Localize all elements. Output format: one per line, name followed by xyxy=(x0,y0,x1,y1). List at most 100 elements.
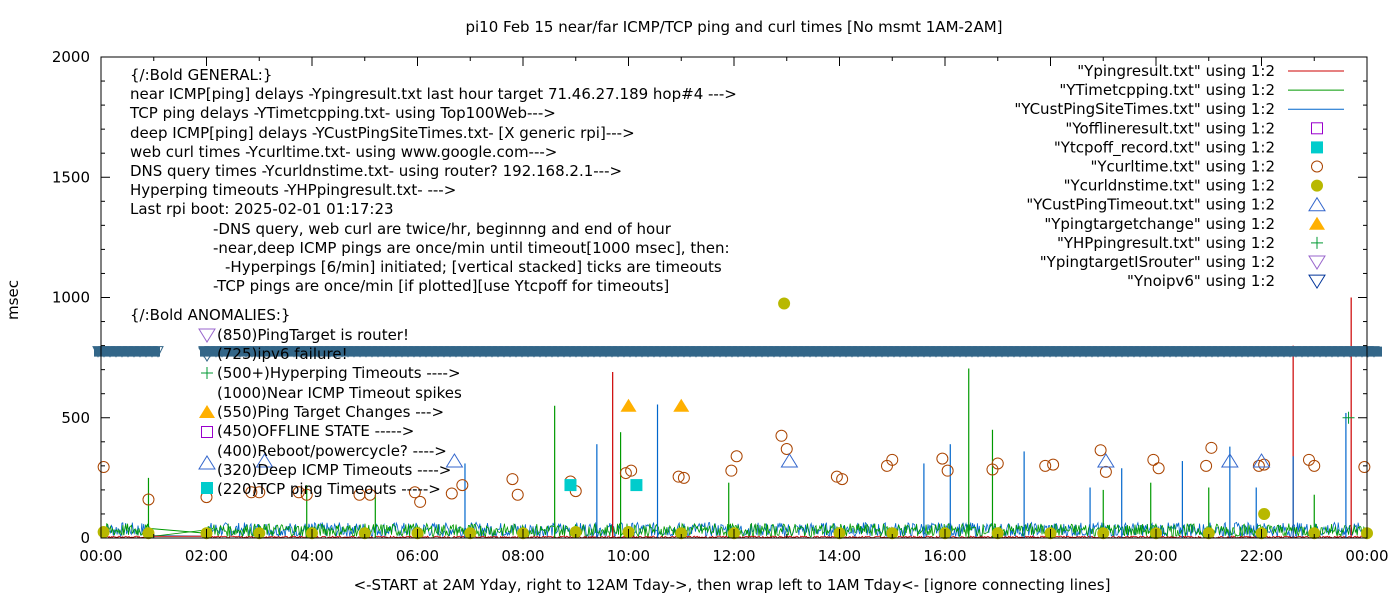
note-marker xyxy=(201,482,213,494)
note-line: -near,deep ICMP pings are once/min until… xyxy=(213,239,730,257)
x-tick-label: 08:00 xyxy=(501,547,544,565)
noipv6-marker xyxy=(306,346,318,358)
note-line: Last rpi boot: 2025-02-01 01:17:23 xyxy=(130,200,394,218)
note-marker xyxy=(198,328,216,343)
noipv6-marker xyxy=(110,346,122,358)
x-tick-label: 22:00 xyxy=(1240,547,1283,565)
note-marker xyxy=(201,426,213,438)
noipv6-marker xyxy=(828,346,840,358)
x-tick-label: 00:00 xyxy=(79,547,122,565)
legend-label: "YHPpingresult.txt" using 1:2 xyxy=(1057,234,1275,252)
data-point xyxy=(1252,459,1265,472)
noipv6-marker xyxy=(1308,346,1320,358)
noipv6-marker xyxy=(492,346,504,358)
noipv6-marker xyxy=(116,346,128,358)
noipv6-marker xyxy=(240,346,252,358)
legend-label: "Yofflineresult.txt" using 1:2 xyxy=(1065,119,1275,137)
noipv6-marker xyxy=(1086,346,1098,358)
noipv6-marker xyxy=(606,346,618,358)
noipv6-marker xyxy=(1080,346,1092,358)
noipv6-marker xyxy=(612,346,624,358)
noipv6-marker xyxy=(624,346,636,358)
y-tick-label: 1000 xyxy=(52,289,90,307)
data-point xyxy=(780,443,793,456)
data-point xyxy=(1152,462,1165,475)
noipv6-marker xyxy=(450,346,462,358)
noipv6-marker xyxy=(246,346,258,358)
data-point xyxy=(1220,453,1239,468)
noipv6-marker xyxy=(834,346,846,358)
noipv6-marker xyxy=(1122,346,1134,358)
noipv6-marker xyxy=(696,346,708,358)
noipv6-marker xyxy=(918,346,930,358)
y-tick-label: 2000 xyxy=(52,48,90,66)
noipv6-marker xyxy=(1368,346,1380,358)
noipv6-marker xyxy=(1098,346,1110,358)
noipv6-marker xyxy=(534,346,546,358)
data-point xyxy=(464,527,477,540)
noipv6-marker xyxy=(708,346,720,358)
noipv6-marker xyxy=(438,346,450,358)
noipv6-marker xyxy=(1158,346,1170,358)
note-line: (450)OFFLINE STATE -----> xyxy=(217,422,414,440)
note-line: Hyperping timeouts -YHPpingresult.txt- -… xyxy=(130,181,456,199)
data-point xyxy=(97,461,110,474)
noipv6-marker xyxy=(360,346,372,358)
noipv6-marker xyxy=(1026,346,1038,358)
data-point xyxy=(142,493,155,506)
data-point xyxy=(886,453,899,466)
note-line: web curl times -Ycurltime.txt- using www… xyxy=(130,143,557,161)
noipv6-marker xyxy=(942,346,954,358)
noipv6-marker xyxy=(906,346,918,358)
noipv6-marker xyxy=(468,346,480,358)
legend-label: "Ypingtargetchange" using 1:2 xyxy=(1044,215,1275,233)
data-point xyxy=(625,464,638,477)
note-line: {/:Bold GENERAL:} xyxy=(130,66,272,84)
data-point xyxy=(292,486,305,499)
noipv6-marker xyxy=(432,346,444,358)
data-point xyxy=(142,527,155,540)
legend-label: "YTimetcpping.txt" using 1:2 xyxy=(1059,81,1275,99)
x-tick-label: 10:00 xyxy=(607,547,650,565)
noipv6-marker xyxy=(882,346,894,358)
data-point xyxy=(1039,459,1052,472)
data-point xyxy=(1308,527,1321,540)
data-point xyxy=(414,495,427,508)
data-point xyxy=(672,470,685,483)
noipv6-marker xyxy=(504,346,516,358)
noipv6-marker xyxy=(996,346,1008,358)
data-point xyxy=(677,471,690,484)
noipv6-marker xyxy=(714,346,726,358)
data-point xyxy=(675,527,688,540)
noipv6-marker xyxy=(294,346,306,358)
noipv6-marker xyxy=(522,346,534,358)
noipv6-marker xyxy=(558,346,570,358)
noipv6-marker xyxy=(1200,346,1212,358)
noipv6-marker xyxy=(594,346,606,358)
x-axis-label: <-START at 2AM Yday, right to 12AM Tday-… xyxy=(354,576,1111,594)
legend-label: "Ycurltime.txt" using 1:2 xyxy=(1090,158,1275,176)
legend-label: "Ytcpoff_record.txt" using 1:2 xyxy=(1054,138,1275,157)
noipv6-marker xyxy=(774,346,786,358)
note-line: deep ICMP[ping] delays -YCustPingSiteTim… xyxy=(130,124,635,142)
noipv6-marker xyxy=(1020,346,1032,358)
legend-label: "Ycurldnstime.txt" using 1:2 xyxy=(1064,177,1275,195)
noipv6-marker xyxy=(870,346,882,358)
noipv6-marker xyxy=(210,346,222,358)
noipv6-marker xyxy=(576,346,588,358)
data-point xyxy=(456,479,469,492)
noipv6-marker xyxy=(726,346,738,358)
data-point xyxy=(1258,507,1271,520)
noipv6-marker xyxy=(924,346,936,358)
x-tick-label: 14:00 xyxy=(818,547,861,565)
legend-label: "YpingtargetISrouter" using 1:2 xyxy=(1040,253,1275,271)
noipv6-marker xyxy=(480,346,492,358)
note-line: (850)PingTarget is router! xyxy=(217,326,409,344)
data-point xyxy=(775,429,788,442)
noipv6-marker xyxy=(792,346,804,358)
noipv6-marker xyxy=(636,346,648,358)
noipv6-marker xyxy=(1050,346,1062,358)
noipv6-marker xyxy=(516,346,528,358)
x-tick-label: 18:00 xyxy=(1029,547,1072,565)
data-point xyxy=(1200,459,1213,472)
